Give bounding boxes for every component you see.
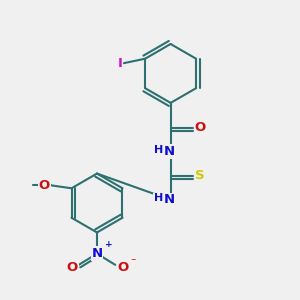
Text: N: N	[92, 247, 103, 260]
Text: +: +	[105, 240, 113, 249]
Text: O: O	[39, 179, 50, 192]
Text: N: N	[164, 145, 175, 158]
Text: H: H	[154, 193, 163, 203]
Text: O: O	[194, 122, 206, 134]
Text: O: O	[67, 261, 78, 274]
Text: ⁻: ⁻	[130, 257, 136, 267]
Text: N: N	[164, 193, 175, 206]
Text: S: S	[195, 169, 205, 182]
Text: I: I	[118, 57, 123, 70]
Text: H: H	[154, 145, 163, 155]
Text: O: O	[117, 261, 128, 274]
